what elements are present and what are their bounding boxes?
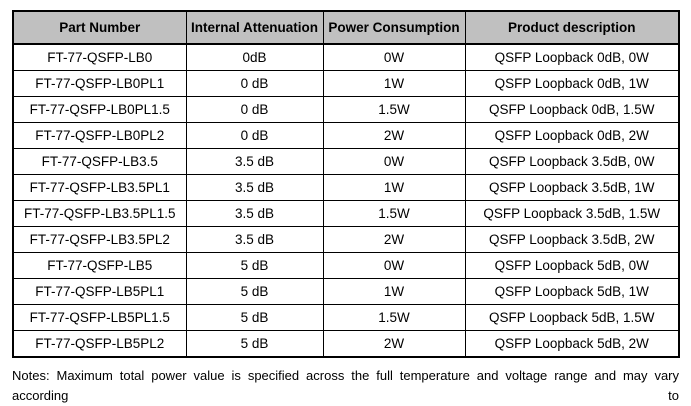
cell-power-consumption: 2W	[322, 226, 466, 253]
cell-product-description: QSFP Loopback 0dB, 1.5W	[464, 96, 680, 123]
table-row: FT-77-QSFP-LB5PL1 5 dB 1W QSFP Loopback …	[12, 278, 680, 305]
cell-part-number: FT-77-QSFP-LB0PL1	[12, 70, 187, 97]
cell-power-consumption: 1.5W	[322, 96, 466, 123]
cell-part-number: FT-77-QSFP-LB5PL2	[12, 330, 187, 358]
product-spec-table: Part Number Internal Attenuation Power C…	[12, 10, 680, 358]
notes-text: Notes: Maximum total power value is spec…	[12, 366, 679, 406]
table-row: FT-77-QSFP-LB3.5PL1 3.5 dB 1W QSFP Loopb…	[12, 174, 680, 201]
cell-product-description: QSFP Loopback 5dB, 2W	[464, 330, 680, 358]
cell-power-consumption: 2W	[322, 330, 466, 358]
table-row: FT-77-QSFP-LB3.5PL2 3.5 dB 2W QSFP Loopb…	[12, 226, 680, 253]
cell-part-number: FT-77-QSFP-LB3.5PL1.5	[12, 200, 187, 227]
column-header-part-number: Part Number	[12, 10, 187, 45]
table-row: FT-77-QSFP-LB5 5 dB 0W QSFP Loopback 5dB…	[12, 252, 680, 279]
cell-power-consumption: 0W	[322, 252, 466, 279]
cell-part-number: FT-77-QSFP-LB3.5PL1	[12, 174, 187, 201]
table-header-row: Part Number Internal Attenuation Power C…	[12, 10, 680, 45]
cell-internal-attenuation: 3.5 dB	[185, 174, 324, 201]
cell-product-description: QSFP Loopback 3.5dB, 0W	[464, 148, 680, 175]
cell-product-description: QSFP Loopback 5dB, 0W	[464, 252, 680, 279]
cell-product-description: QSFP Loopback 5dB, 1W	[464, 278, 680, 305]
cell-part-number: FT-77-QSFP-LB5PL1.5	[12, 304, 187, 331]
table-row: FT-77-QSFP-LB5PL2 5 dB 2W QSFP Loopback …	[12, 330, 680, 358]
cell-internal-attenuation: 5 dB	[185, 304, 324, 331]
cell-internal-attenuation: 0 dB	[185, 96, 324, 123]
cell-product-description: QSFP Loopback 0dB, 1W	[464, 70, 680, 97]
cell-part-number: FT-77-QSFP-LB5PL1	[12, 278, 187, 305]
cell-part-number: FT-77-QSFP-LB3.5PL2	[12, 226, 187, 253]
cell-power-consumption: 2W	[322, 122, 466, 149]
cell-internal-attenuation: 0dB	[185, 43, 324, 71]
table-row: FT-77-QSFP-LB0 0dB 0W QSFP Loopback 0dB,…	[12, 43, 680, 71]
column-header-power-consumption: Power Consumption	[322, 10, 466, 45]
column-header-product-description: Product description	[464, 10, 680, 45]
cell-internal-attenuation: 3.5 dB	[185, 226, 324, 253]
cell-product-description: QSFP Loopback 3.5dB, 1.5W	[464, 200, 680, 227]
cell-product-description: QSFP Loopback 3.5dB, 2W	[464, 226, 680, 253]
cell-internal-attenuation: 3.5 dB	[185, 148, 324, 175]
cell-power-consumption: 1.5W	[322, 304, 466, 331]
table-row: FT-77-QSFP-LB3.5 3.5 dB 0W QSFP Loopback…	[12, 148, 680, 175]
cell-power-consumption: 1W	[322, 70, 466, 97]
table-row: FT-77-QSFP-LB0PL1.5 0 dB 1.5W QSFP Loopb…	[12, 96, 680, 123]
cell-product-description: QSFP Loopback 0dB, 0W	[464, 43, 680, 71]
cell-power-consumption: 1W	[322, 174, 466, 201]
cell-internal-attenuation: 5 dB	[185, 278, 324, 305]
cell-part-number: FT-77-QSFP-LB3.5	[12, 148, 187, 175]
notes-line-1: Notes: Maximum total power value is spec…	[12, 368, 679, 403]
cell-internal-attenuation: 5 dB	[185, 252, 324, 279]
table-row: FT-77-QSFP-LB5PL1.5 5 dB 1.5W QSFP Loopb…	[12, 304, 680, 331]
cell-power-consumption: 1.5W	[322, 200, 466, 227]
cell-product-description: QSFP Loopback 3.5dB, 1W	[464, 174, 680, 201]
cell-part-number: FT-77-QSFP-LB5	[12, 252, 187, 279]
cell-part-number: FT-77-QSFP-LB0	[12, 43, 187, 71]
cell-product-description: QSFP Loopback 5dB, 1.5W	[464, 304, 680, 331]
cell-part-number: FT-77-QSFP-LB0PL2	[12, 122, 187, 149]
table-row: FT-77-QSFP-LB3.5PL1.5 3.5 dB 1.5W QSFP L…	[12, 200, 680, 227]
cell-internal-attenuation: 0 dB	[185, 70, 324, 97]
cell-product-description: QSFP Loopback 0dB, 2W	[464, 122, 680, 149]
table-row: FT-77-QSFP-LB0PL1 0 dB 1W QSFP Loopback …	[12, 70, 680, 97]
cell-internal-attenuation: 3.5 dB	[185, 200, 324, 227]
cell-internal-attenuation: 5 dB	[185, 330, 324, 358]
cell-power-consumption: 0W	[322, 148, 466, 175]
cell-power-consumption: 0W	[322, 43, 466, 71]
table-row: FT-77-QSFP-LB0PL2 0 dB 2W QSFP Loopback …	[12, 122, 680, 149]
cell-power-consumption: 1W	[322, 278, 466, 305]
cell-internal-attenuation: 0 dB	[185, 122, 324, 149]
column-header-internal-attenuation: Internal Attenuation	[185, 10, 324, 45]
cell-part-number: FT-77-QSFP-LB0PL1.5	[12, 96, 187, 123]
